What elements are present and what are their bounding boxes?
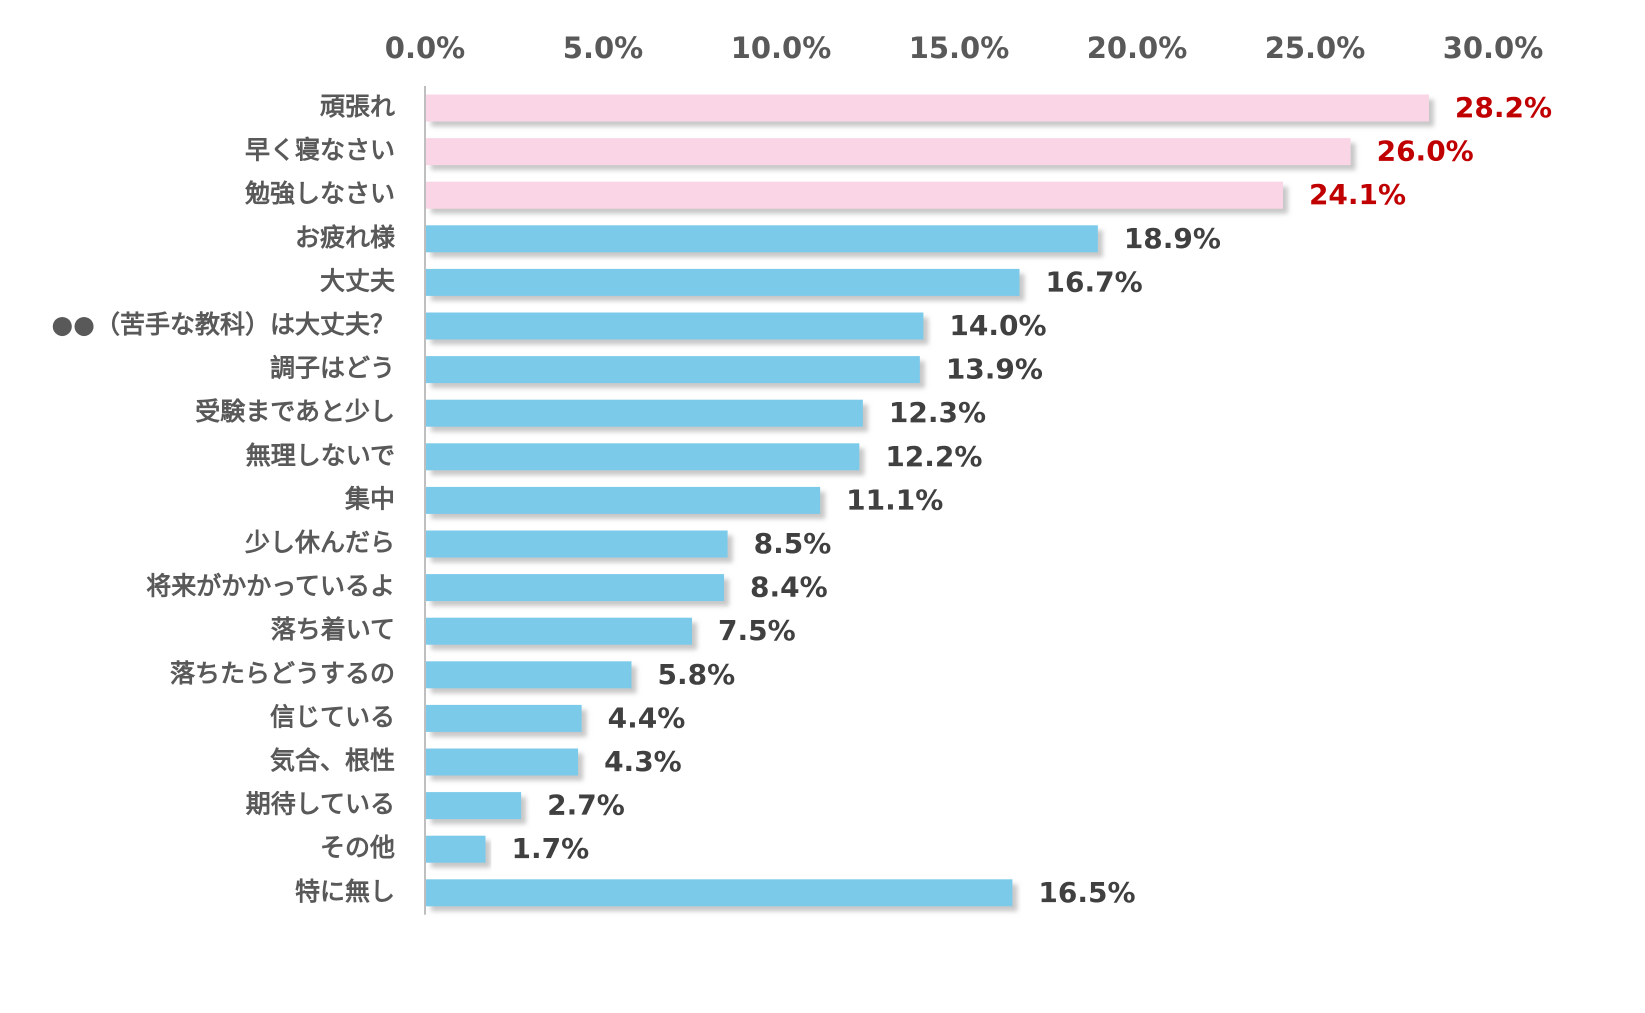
- category-label: 大丈夫: [320, 266, 396, 295]
- bar: [426, 486, 821, 514]
- bar: [426, 704, 582, 732]
- category-label: 調子はどう: [270, 354, 395, 383]
- category-label: お疲れ様: [295, 223, 396, 252]
- value-label: 26.0%: [1377, 135, 1474, 168]
- bar: [426, 748, 579, 776]
- x-tick-label: 0.0%: [385, 31, 465, 65]
- value-label: 13.9%: [946, 353, 1043, 386]
- category-label: 頑張れ: [320, 92, 395, 121]
- x-tick-label: 25.0%: [1265, 31, 1366, 65]
- category-label: 特に無し: [295, 877, 395, 906]
- category-label: 信じている: [270, 702, 395, 731]
- value-label: 7.5%: [718, 614, 796, 647]
- category-label: ●●（苦手な教科）は大丈夫？: [51, 310, 395, 339]
- category-label: 落ちたらどうするの: [170, 659, 395, 688]
- bar: [426, 443, 860, 471]
- category-label: 無理しないで: [246, 441, 395, 470]
- category-label: 落ち着いて: [271, 615, 395, 644]
- value-label: 4.3%: [604, 745, 682, 778]
- value-label: 8.4%: [750, 571, 828, 604]
- bar: [426, 268, 1020, 296]
- value-label: 4.4%: [608, 701, 686, 734]
- value-label: 16.5%: [1038, 876, 1135, 909]
- category-label: 早く寝なさい: [245, 136, 395, 165]
- bar: [426, 835, 486, 863]
- category-label: 少し休んだら: [244, 528, 395, 557]
- x-axis-ticks: 0.0% 5.0% 10.0% 15.0% 20.0% 25.0% 30.0%: [385, 31, 1544, 65]
- value-label: 8.5%: [754, 527, 832, 560]
- category-label: 勉強しなさい: [244, 179, 395, 208]
- value-label: 18.9%: [1124, 222, 1221, 255]
- bar: [426, 225, 1098, 253]
- bar: [426, 530, 728, 558]
- category-label: 期待している: [246, 790, 395, 819]
- category-label: その他: [320, 833, 395, 862]
- bars: [426, 94, 1429, 907]
- x-tick-label: 5.0%: [563, 31, 643, 65]
- bar: [426, 138, 1351, 166]
- value-label: 16.7%: [1046, 265, 1143, 298]
- x-tick-label: 30.0%: [1443, 31, 1544, 65]
- bar: [426, 617, 692, 645]
- value-labels: 28.2% 26.0% 24.1% 18.9% 16.7%14.0% 13.9% 12.3%…: [512, 91, 1553, 909]
- bar: [426, 356, 920, 384]
- value-label: 2.7%: [547, 789, 625, 822]
- x-tick-label: 20.0%: [1087, 31, 1188, 65]
- bar: [426, 399, 863, 427]
- x-tick-label: 15.0%: [909, 31, 1010, 65]
- bar: [426, 181, 1283, 209]
- x-tick-label: 10.0%: [731, 31, 832, 65]
- bar: [426, 661, 632, 689]
- bar: [426, 879, 1013, 907]
- bar: [426, 312, 924, 340]
- category-label: 受験まであと少し: [195, 397, 395, 426]
- value-label: 5.8%: [657, 658, 735, 691]
- bar: [426, 792, 522, 820]
- category-label: 集中: [344, 484, 395, 513]
- value-label: 11.1%: [846, 483, 943, 516]
- value-label: 12.2%: [885, 440, 982, 473]
- value-label: 28.2%: [1455, 91, 1552, 124]
- bar: [426, 574, 725, 602]
- value-label: 1.7%: [512, 832, 590, 865]
- value-label: 14.0%: [949, 309, 1046, 342]
- category-label: 将来がかかっているよ: [146, 572, 395, 601]
- bar: [426, 94, 1429, 122]
- value-label: 24.1%: [1309, 178, 1406, 211]
- category-label: 気合、根性: [270, 746, 395, 775]
- value-label: 12.3%: [889, 396, 986, 429]
